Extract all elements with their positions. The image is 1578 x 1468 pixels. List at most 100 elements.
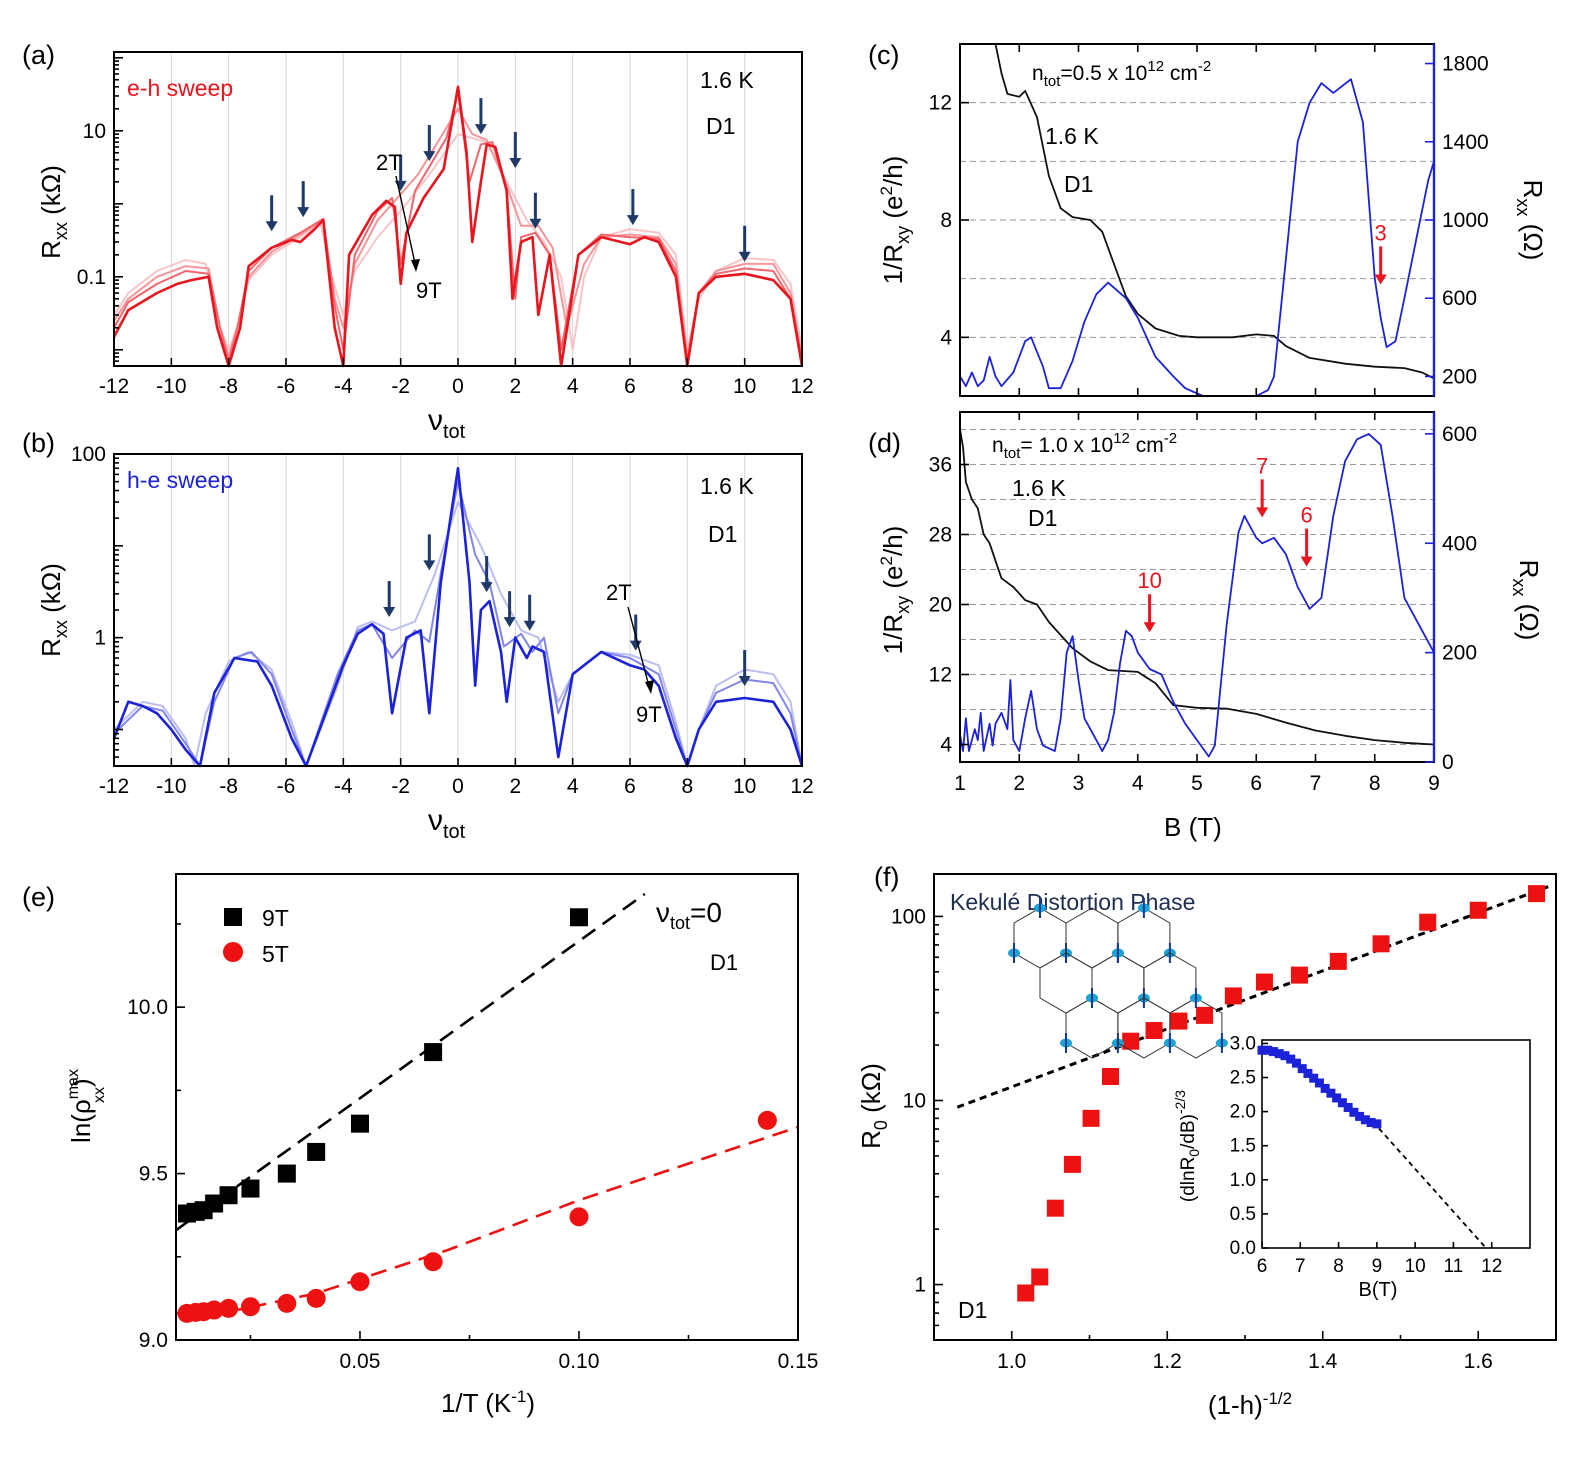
x-tick-label: 4: [1132, 772, 1144, 795]
x-tick-label: 2: [509, 375, 521, 398]
transition-arrow-head: [423, 151, 436, 162]
fit-line-9T: [175, 892, 646, 1232]
transition-arrow-head: [423, 560, 436, 571]
panel-c: (c) 4 8 12 200 600 1000 1400 1800 ntot=0.5 x 10…: [868, 40, 1548, 397]
x-tick-label: 5: [1191, 772, 1203, 795]
data-point-R0: [1224, 987, 1242, 1005]
data-point-R0: [1329, 952, 1347, 970]
panel-a-field-end: 9T: [416, 278, 442, 303]
x-tick-label: 2: [1013, 772, 1025, 795]
x-tick-label: -10: [156, 775, 186, 798]
x-tick-label: 0: [452, 375, 464, 398]
y-tick-label: 100: [71, 443, 106, 466]
data-point-5T: [569, 1207, 589, 1227]
lattice-hexagon: [1169, 997, 1223, 1059]
transition-arrow-head: [480, 582, 493, 593]
x-tick-label: 7: [1310, 772, 1322, 795]
inset-data-point: [1332, 1093, 1342, 1103]
panel-label-b: (b): [22, 428, 55, 458]
transition-arrow-head: [265, 221, 278, 232]
rxx-curve: [112, 85, 804, 368]
inset-y-tick-label: 0.0: [1230, 1238, 1256, 1259]
panel-d-density: ntot= 1.0 x 1012 cm-2: [992, 430, 1177, 462]
fit-line-5T: [175, 1125, 799, 1315]
y-right-tick-label: 400: [1442, 532, 1477, 555]
data-point-5T: [350, 1272, 370, 1292]
panel-a-field-arrowhead: [411, 259, 420, 272]
inset-data-point: [1326, 1088, 1336, 1098]
panel-d-device: D1: [1028, 505, 1057, 531]
panel-c-density: ntot=0.5 x 1012 cm-2: [1032, 58, 1211, 90]
inset-data-point: [1303, 1068, 1313, 1078]
data-point-R0: [1122, 1032, 1140, 1050]
transition-arrow-head: [297, 207, 310, 218]
inset-x-tick-label: 6: [1257, 1256, 1268, 1277]
inset-fit-line: [1372, 1121, 1487, 1249]
transition-arrow-head: [509, 157, 522, 168]
data-point-R0: [1170, 1012, 1188, 1030]
transition-arrow-head: [738, 676, 751, 687]
x-tick-label: 1.2: [1153, 1350, 1182, 1373]
data-point-R0: [1372, 935, 1390, 953]
inset-data-point: [1280, 1051, 1290, 1061]
data-point-9T: [424, 1043, 443, 1062]
inset-x-tick-label: 7: [1295, 1256, 1306, 1277]
panel-e-xlabel: 1/T (K-1): [441, 1387, 535, 1418]
panel-d-xlabel: B (T): [1164, 812, 1222, 842]
inset-y-tick-label: 3.0: [1230, 1033, 1256, 1054]
lattice-hexagon: [1065, 907, 1119, 969]
transition-arrow-head: [738, 251, 751, 262]
y-tick-label: 1: [94, 627, 106, 650]
panel-label-f: (f): [874, 862, 899, 892]
inset-data-point: [1286, 1054, 1296, 1064]
filling-factor-label: 10: [1137, 568, 1161, 593]
filling-factor-arrow-head: [1256, 507, 1269, 518]
panel-d-temperature: 1.6 K: [1012, 475, 1066, 501]
data-point-5T: [204, 1300, 224, 1320]
x-tick-label: 0.15: [778, 1350, 819, 1373]
data-point-5T: [306, 1288, 326, 1308]
panel-b: (b) -12 -10 -8 -6 -4 -2 0 2 4 6 8 10 12 1 100 h-e swee…: [22, 428, 814, 843]
inset-data-point: [1355, 1111, 1365, 1121]
inset-ylabel: (dlnR0/dB)-2/3: [1172, 1090, 1202, 1202]
inset-y-tick-label: 2.5: [1230, 1068, 1256, 1089]
inset-data-point: [1309, 1073, 1319, 1083]
y-right-tick-label: 1800: [1442, 53, 1489, 76]
y-left-tick-label: 36: [929, 454, 952, 477]
inset-data-point: [1360, 1115, 1370, 1125]
transition-arrow-head: [626, 215, 639, 226]
y-left-tick-label: 4: [940, 734, 952, 757]
data-point-9T: [350, 1114, 369, 1133]
data-point-9T: [569, 908, 588, 927]
inset-x-tick-label: 9: [1372, 1256, 1383, 1277]
x-tick-label: 12: [790, 375, 813, 398]
hall-conductance-curve: [959, 429, 1435, 746]
panel-f-xlabel: (1-h)-1/2: [1208, 1389, 1292, 1420]
legend-marker-9T: [224, 908, 242, 926]
x-tick-label: -6: [277, 375, 296, 398]
y-right-tick-label: 200: [1442, 365, 1477, 388]
inset-data-point: [1257, 1045, 1267, 1055]
inset-data-point: [1297, 1064, 1307, 1074]
data-point-R0: [1046, 1199, 1064, 1217]
x-tick-label: 6: [624, 775, 636, 798]
data-point-5T: [219, 1298, 239, 1318]
y-tick-label: 0.1: [77, 266, 106, 289]
panel-f-device: D1: [958, 1297, 987, 1323]
inset-data-point: [1337, 1098, 1347, 1108]
panel-a-field-start: 2T: [376, 150, 402, 175]
panel-label-d: (d): [868, 428, 901, 458]
data-point-5T: [423, 1252, 443, 1272]
panel-c-temperature: 1.6 K: [1045, 123, 1099, 149]
legend-label-5T: 5T: [262, 941, 289, 967]
inset-data-point: [1268, 1047, 1278, 1057]
panel-a-xlabel: νtot: [428, 404, 466, 443]
x-tick-label: 1.4: [1308, 1350, 1338, 1373]
x-tick-label: 4: [567, 375, 579, 398]
y-right-tick-label: 600: [1442, 423, 1477, 446]
panel-e-ylabel: ln(ρmax xx): [65, 1069, 108, 1143]
data-point-R0: [1145, 1022, 1163, 1040]
y-left-tick-label: 12: [929, 92, 952, 115]
panel-c-ylabel-left: 1/Rxy (e2/h): [877, 156, 913, 285]
y-left-tick-label: 4: [940, 326, 952, 349]
